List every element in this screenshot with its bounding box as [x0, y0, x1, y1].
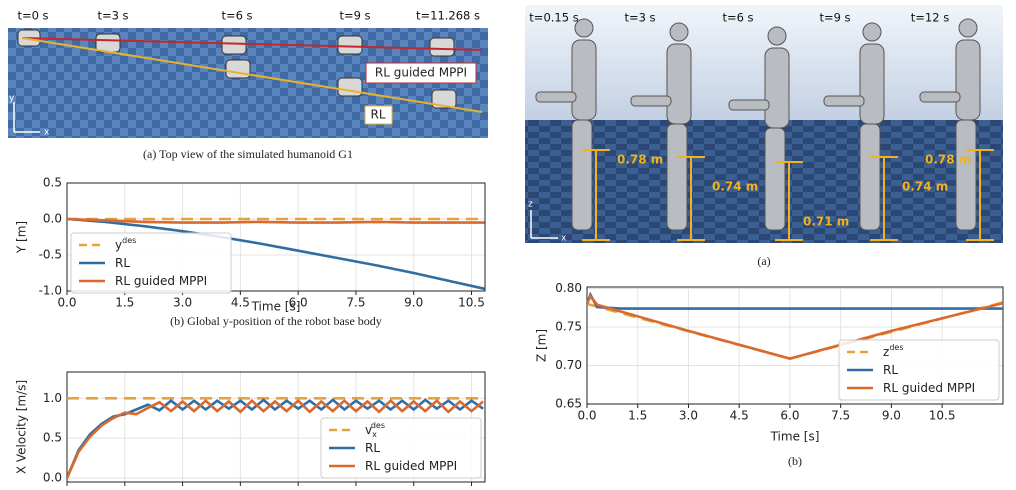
time-label: t=12 s [911, 11, 949, 25]
y-tick-label: 0.0 [43, 212, 62, 226]
height-labels: 0.78 m 0.74 m 0.71 m 0.74 m 0.78 m [617, 153, 971, 229]
x-tick-label: 0.0 [57, 296, 76, 310]
x-tick-label: 4.5 [231, 296, 250, 310]
axis-name: z [528, 200, 533, 210]
legend-box [838, 339, 1000, 401]
series-line [587, 293, 1003, 360]
x-tick-label: 1.5 [628, 409, 647, 423]
axis-name: y [9, 94, 15, 104]
y-tick-label: 0.70 [555, 358, 582, 372]
legend-label: zdes [883, 343, 903, 359]
series-line [587, 291, 1003, 310]
plot-frame [586, 286, 1004, 405]
legend-name: v [365, 423, 372, 437]
x-tick-label: 3.0 [679, 409, 698, 423]
height-label: 0.74 m [902, 180, 948, 194]
y-axis-label: Z [m] [535, 329, 549, 362]
legend-name: RL guided MPPI [115, 274, 207, 288]
x-tick-label: 0.0 [577, 409, 596, 423]
time-label: t=6 s [722, 11, 753, 25]
legend-superscript: des [889, 343, 903, 352]
legend-name: RL [883, 363, 898, 377]
y-tick-label: 0.0 [43, 471, 62, 485]
y-tick-label: 0.80 [555, 281, 582, 295]
legend-name: z [883, 345, 889, 359]
plot-frame [66, 182, 486, 292]
legend-box [320, 417, 482, 479]
y-tick-label: 0.65 [555, 397, 582, 411]
axis-name: x [561, 234, 567, 244]
x-tick-label: 7.5 [346, 296, 365, 310]
y-axis-label: X Velocity [m/s] [15, 380, 29, 474]
time-label: t=0.15 s [529, 11, 578, 25]
x-tick-label: 6.0 [780, 409, 799, 423]
legend-name: RL [365, 441, 380, 455]
legend-box [70, 232, 232, 294]
label: RL guided MPPI [375, 66, 467, 80]
time-label: t=9 s [339, 9, 370, 23]
side-view-image [525, 5, 1003, 243]
legend-subscript: x [372, 430, 377, 439]
legend-label: RL guided MPPI [365, 459, 457, 473]
x-tick-label: 7.5 [831, 409, 850, 423]
x-tick-label: 9.0 [882, 409, 901, 423]
height-label: 0.78 m [617, 153, 663, 167]
time-label: t=0 s [17, 9, 48, 23]
y-tick-label: -0.5 [39, 248, 62, 262]
time-label: t=6 s [221, 9, 252, 23]
legend-label: RL [883, 363, 898, 377]
series-line [67, 217, 485, 224]
time-label: t=9 s [819, 11, 850, 25]
label: RL [370, 108, 385, 122]
time-label: t=11.268 s [416, 9, 480, 23]
y-tick-label: 0.75 [555, 320, 582, 334]
legend-label: vxdes [365, 421, 385, 439]
legend-label: RL guided MPPI [883, 381, 975, 395]
plot-frame [66, 371, 486, 483]
legend-superscript: des [371, 421, 385, 430]
x-axis-label: Time [s] [251, 300, 301, 314]
axis-name: x [44, 128, 50, 138]
x-tick-label: 1.5 [115, 296, 134, 310]
caption: (b) Global y-position of the robot base … [170, 314, 382, 328]
series-line [67, 398, 484, 479]
x-tick-label: 10.5 [458, 296, 485, 310]
caption: (a) Top view of the simulated humanoid G… [143, 147, 353, 161]
x-tick-label: 6.0 [289, 296, 308, 310]
y-axis-label: Y [m] [15, 221, 29, 254]
time-label: t=3 s [97, 9, 128, 23]
height-label: 0.78 m [925, 153, 971, 167]
legend-label: ydes [115, 236, 136, 252]
legend-name: RL guided MPPI [365, 459, 457, 473]
time-label: t=3 s [624, 11, 655, 25]
height-label: 0.71 m [803, 215, 849, 229]
x-axis-label: Time [s] [770, 430, 820, 444]
legend-superscript: des [122, 236, 136, 245]
top-view-image [8, 28, 488, 138]
x-tick-label: 3.0 [173, 296, 192, 310]
legend-label: RL [115, 256, 130, 270]
y-tick-label: -1.0 [39, 284, 62, 298]
legend-label: RL guided MPPI [115, 274, 207, 288]
x-tick-label: 10.5 [929, 409, 956, 423]
y-tick-label: 1.0 [43, 391, 62, 405]
y-tick-label: 0.5 [43, 176, 62, 190]
legend-label: RL [365, 441, 380, 455]
x-tick-label: 9.0 [404, 296, 423, 310]
y-tick-label: 0.5 [43, 431, 62, 445]
caption: (b) [788, 454, 802, 468]
x-tick-label: 4.5 [730, 409, 749, 423]
caption: (a) [757, 254, 770, 268]
height-label: 0.74 m [712, 180, 758, 194]
series-line [67, 217, 485, 291]
series-line [67, 398, 484, 479]
legend-name: RL [115, 256, 130, 270]
legend-name: y [115, 238, 122, 252]
legend-name: RL guided MPPI [883, 381, 975, 395]
